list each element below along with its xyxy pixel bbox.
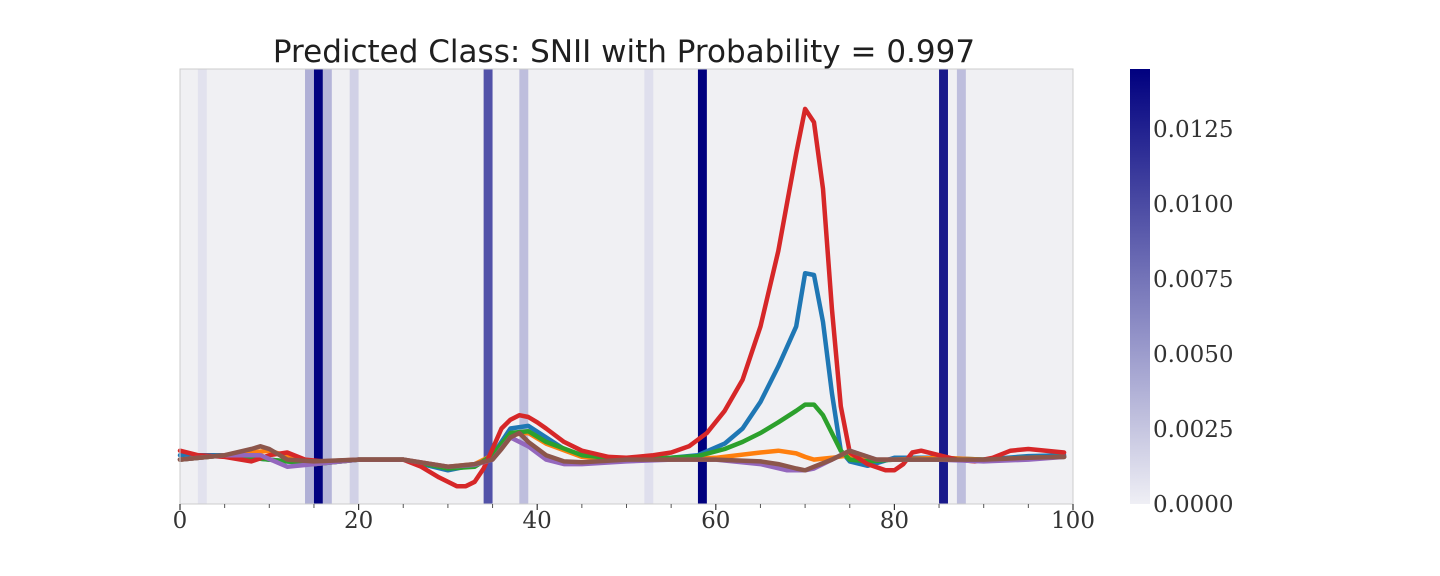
attribution-band xyxy=(939,69,948,504)
x-tick-label: 80 xyxy=(880,508,909,534)
series-line xyxy=(177,430,1067,473)
colorbar-tick-label: 0.0125 xyxy=(1153,117,1233,143)
attribution-band xyxy=(322,69,332,504)
colorbar-tick-label: 0.0000 xyxy=(1153,492,1233,518)
colorbar-tick-label: 0.0075 xyxy=(1153,267,1233,293)
attribution-bands xyxy=(197,69,966,504)
x-tick-label: 40 xyxy=(523,508,552,534)
attribution-band xyxy=(697,69,707,504)
colorbar-tick-label: 0.0100 xyxy=(1153,192,1233,218)
attribution-band xyxy=(956,69,966,504)
attribution-band xyxy=(349,69,359,504)
attribution-band xyxy=(305,69,314,504)
colorbar-tick-label: 0.0025 xyxy=(1153,417,1233,443)
x-axis: 0 20 40 60 80 100 xyxy=(173,504,1095,534)
attribution-band xyxy=(519,69,529,504)
series-lines xyxy=(177,106,1067,489)
attribution-band xyxy=(197,69,207,504)
colorbar-gradient xyxy=(1130,69,1150,504)
x-tick-label: 60 xyxy=(701,508,730,534)
x-tick-label: 20 xyxy=(344,508,373,534)
chart-title: Predicted Class: SNII with Probability =… xyxy=(273,34,975,70)
colorbar-tick-label: 0.0050 xyxy=(1153,342,1233,368)
attribution-band xyxy=(644,69,654,504)
x-tick-label: 0 xyxy=(173,508,188,534)
x-tick-label: 100 xyxy=(1051,508,1095,534)
attribution-band xyxy=(313,69,323,504)
colorbar: 0.0000 0.0025 0.0050 0.0075 0.0100 0.0125 xyxy=(1130,69,1233,518)
attribution-band xyxy=(483,69,493,504)
